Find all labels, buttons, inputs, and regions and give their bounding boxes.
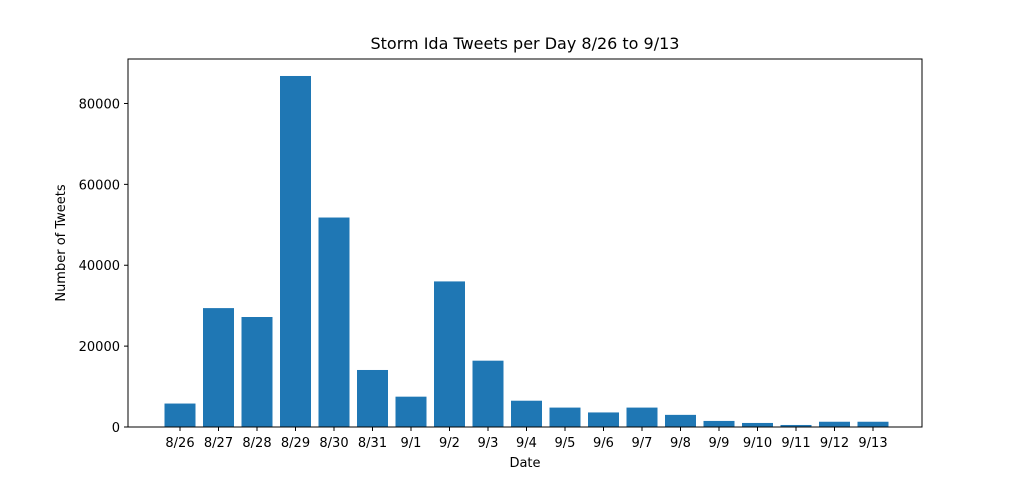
x-axis-label: Date (509, 456, 540, 471)
x-tick-label: 9/12 (820, 436, 849, 451)
y-tick-label: 80000 (79, 97, 120, 112)
y-tick-label: 60000 (79, 178, 120, 193)
bar-9/7 (626, 407, 658, 427)
y-tick-label: 40000 (79, 259, 120, 274)
x-tick-label: 9/5 (555, 436, 576, 451)
bar-8/31 (357, 369, 388, 427)
x-tick-label: 8/27 (204, 436, 233, 451)
bar-8/28 (241, 317, 273, 427)
bar-9/2 (434, 281, 465, 427)
x-tick-label: 8/28 (242, 436, 271, 451)
bar-9/3 (472, 360, 504, 427)
axes-frame (127, 58, 923, 428)
plot-area: 8/26 8/27 8/28 8/29 8/30 8/31 9/1 9/2 9/3 9/4 9/5 9… (79, 75, 889, 451)
bar-8/29 (280, 75, 311, 427)
y-tick-label: 20000 (79, 340, 120, 355)
bar-8/30 (318, 217, 350, 427)
bar-9/8 (665, 414, 696, 427)
bar-9/6 (588, 412, 619, 427)
bar-9/13 (857, 421, 889, 427)
x-tick-label: 8/26 (165, 436, 194, 451)
bar-9/11 (780, 424, 812, 427)
x-tick-label: 8/30 (319, 436, 348, 451)
x-tick-label: 8/29 (281, 436, 310, 451)
x-tick-label: 9/1 (401, 436, 422, 451)
x-tick-label: 9/9 (709, 436, 730, 451)
bar-9/5 (549, 407, 581, 427)
bar-8/26 (164, 403, 196, 427)
y-axis-label: Number of Tweets (54, 184, 69, 302)
bar-9/1 (395, 396, 427, 427)
x-tick-label: 9/2 (439, 436, 460, 451)
x-tick-label: 9/13 (858, 436, 887, 451)
bar-8/27 (203, 308, 234, 427)
x-tick-label: 9/6 (593, 436, 614, 451)
x-tick-label: 9/11 (781, 436, 810, 451)
x-tick-label: 8/31 (358, 436, 387, 451)
x-tick-label: 9/10 (743, 436, 772, 451)
x-tick-label: 9/4 (516, 436, 537, 451)
x-tick-label: 9/8 (670, 436, 691, 451)
chart-title: Storm Ida Tweets per Day 8/26 to 9/13 (371, 34, 680, 53)
x-tick-label: 9/3 (478, 436, 499, 451)
bar-9/9 (703, 420, 735, 427)
bar-9/10 (742, 422, 773, 427)
x-tick-label: 9/7 (632, 436, 653, 451)
bar-9/4 (511, 400, 542, 427)
y-tick-label: 0 (112, 421, 120, 436)
bar-9/12 (819, 421, 850, 427)
